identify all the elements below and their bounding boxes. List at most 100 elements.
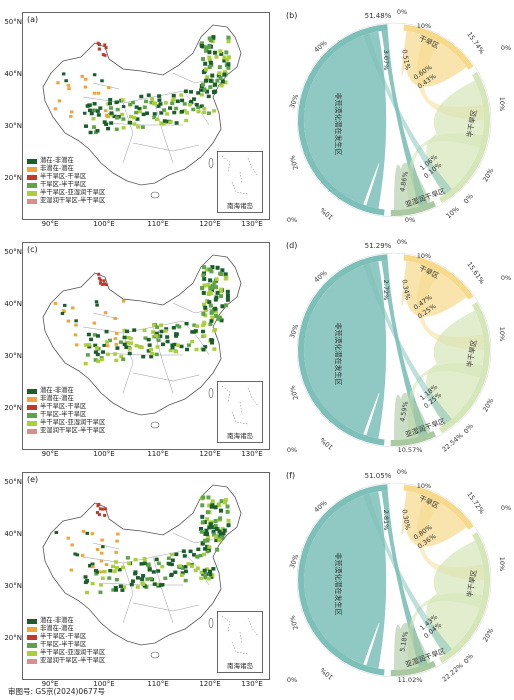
lat-tick: 50°N: [0, 248, 22, 256]
chord-bottom-left-zero: 0%: [287, 676, 297, 684]
chord-semi-pct: 20%: [481, 627, 495, 644]
legend-label: 半干旱区-干旱区: [40, 173, 86, 181]
lon-tick: 100°E: [84, 450, 124, 458]
legend-item: 潜在-非潜在: [27, 617, 105, 625]
chord-panel-label: (b): [286, 11, 297, 20]
chord-inner-left: 3.07%: [382, 50, 390, 71]
map-legend: 潜在-非潜在 非潜在-潜在 半干旱区-干旱区 干旱区-半干旱区 半干旱区-亚湿润干旱区亚…: [27, 157, 105, 205]
chord-semi-pct: 20%: [481, 167, 495, 184]
legend-swatch: [27, 635, 37, 640]
legend-item: 非潜在-潜在: [27, 395, 105, 403]
legend-label: 干旱区-半干旱区: [40, 411, 86, 419]
footer-approval-number: 审图号: GS京(2024)0677号: [8, 686, 105, 697]
lon-tick: 130°E: [232, 450, 272, 458]
lat-tick: 30°N: [0, 122, 22, 130]
legend-item: 潜在-非潜在: [27, 387, 105, 395]
map-legend: 潜在-非潜在 非潜在-潜在 半干旱区-干旱区 干旱区-半干旱区 半干旱区-亚湿润干旱区亚…: [27, 387, 105, 435]
lat-tick: 20°N: [0, 634, 22, 642]
chord-top-left-pct: 51.29%: [365, 242, 392, 250]
chord-semi-zero: 0%: [462, 192, 475, 205]
chord-arid-pct: 10%: [417, 252, 431, 260]
legend-label: 潜在-非潜在: [40, 157, 74, 165]
china-map: (e) 潜在-非潜在 非潜在-潜在 半干旱区-干旱区 干旱区-半干旱区 半干旱区-亚湿润干…: [22, 472, 270, 680]
legend-item: 亚湿润干旱区-半干旱区: [27, 657, 105, 665]
legend-item: 半干旱区-干旱区: [27, 633, 105, 641]
legend-label: 亚湿润干旱区-半干旱区: [40, 657, 105, 665]
chord-panel-label: (d): [286, 241, 297, 250]
map-panel-label: (c): [27, 245, 38, 254]
lat-tick: 40°N: [0, 300, 22, 308]
chord-left-pct: 30%: [288, 323, 300, 339]
legend-swatch: [27, 199, 37, 204]
chord-top-left-pct: 51.48%: [365, 12, 392, 20]
legend-swatch: [27, 389, 37, 394]
chord-top-right: 0%: [501, 44, 511, 52]
lon-tick: 100°E: [84, 220, 124, 228]
legend-item: 干旱区-半干旱区: [27, 181, 105, 189]
legend-item: 干旱区-半干旱区: [27, 411, 105, 419]
legend-item: 干旱区-半干旱区: [27, 641, 105, 649]
china-map: (a) 潜在-非潜在 非潜在-潜在 半干旱区-干旱区 干旱区-半干旱区 半干旱区-亚湿润干…: [22, 12, 270, 220]
lat-tick: 50°N: [0, 18, 22, 26]
chord-band-label: 非荒漠化潜在发生区: [334, 323, 343, 386]
legend-swatch: [27, 651, 37, 656]
chord-subhumid-right: 22.54%: [441, 431, 465, 453]
chord-subhumid-bottom: 0%: [405, 216, 415, 224]
chord-inner-left: 2.72%: [382, 280, 390, 301]
chord-diagram: 51.48% 0% 0% 0% 40% 30% 20% 10% 非荒漠化潜在发生区 3.07% 干旱…: [278, 4, 514, 224]
chord-top-zero: 0%: [397, 8, 407, 16]
legend-item: 潜在-非潜在: [27, 157, 105, 165]
legend-swatch: [27, 619, 37, 624]
legend-item: 半干旱区-干旱区: [27, 403, 105, 411]
chord-subhumid-bottom: 11.02%: [398, 676, 423, 684]
legend-label: 非潜在-潜在: [40, 395, 74, 403]
figure-panel-1: 50°N 40°N 30°N 20°N 90°E 100°E 110°E 120°E 130°E…: [0, 234, 514, 462]
figure-panel-2: 50°N 40°N 30°N 20°N 90°E 100°E 110°E 120°E 130°E…: [0, 464, 514, 692]
chord-top-zero: 0%: [397, 468, 407, 476]
legend-label: 半干旱区-干旱区: [40, 403, 86, 411]
chord-bottom-left-zero: 0%: [287, 446, 297, 454]
legend-swatch: [27, 627, 37, 632]
chord-arid-pct: 10%: [417, 482, 431, 490]
inset-label: 南海诸岛: [218, 430, 262, 440]
lon-tick: 110°E: [138, 680, 178, 688]
lon-tick: 120°E: [190, 220, 230, 228]
legend-swatch: [27, 183, 37, 188]
legend-label: 干旱区-半干旱区: [40, 641, 86, 649]
chord-left-pct: 20%: [288, 385, 300, 401]
chord-subhumid-right: 10%: [445, 205, 461, 220]
map-legend: 潜在-非潜在 非潜在-潜在 半干旱区-干旱区 干旱区-半干旱区 半干旱区-亚湿润干旱区亚…: [27, 617, 105, 665]
inset-label: 南海诸岛: [218, 200, 262, 210]
legend-swatch: [27, 413, 37, 418]
chord-bottom-left-zero: 0%: [287, 216, 297, 224]
chord-diagram: 51.05% 0% 0% 0% 40% 30% 20% 10% 非荒漠化潜在发生区 2.81% 干旱…: [278, 464, 514, 684]
legend-item: 半干旱区-亚湿润干旱区: [27, 189, 105, 197]
legend-item: 亚湿润干旱区-半干旱区: [27, 197, 105, 205]
south-china-sea-inset: 南海诸岛: [217, 381, 263, 443]
legend-swatch: [27, 167, 37, 172]
chord-top-right: 0%: [501, 504, 511, 512]
lon-tick: 90°E: [30, 450, 70, 458]
legend-swatch: [27, 659, 37, 664]
chord-semi-pct: 10%: [498, 327, 506, 341]
legend-item: 非潜在-潜在: [27, 165, 105, 173]
chord-left-pct: 30%: [288, 553, 300, 569]
lat-tick: 40°N: [0, 530, 22, 538]
legend-label: 亚湿润干旱区-半干旱区: [40, 197, 105, 205]
legend-swatch: [27, 159, 37, 164]
legend-label: 干旱区-半干旱区: [40, 181, 86, 189]
chord-top-right: 0%: [501, 274, 511, 282]
chord-semi-pct: 10%: [498, 97, 506, 111]
legend-label: 亚湿润干旱区-半干旱区: [40, 427, 105, 435]
chord-left-pct: 10%: [319, 206, 335, 221]
chord-subhumid-bottom: 10.57%: [398, 446, 423, 454]
legend-item: 亚湿润干旱区-半干旱区: [27, 427, 105, 435]
chord-arid-right: 15.61%: [465, 260, 486, 285]
chord-semi-pct: 10%: [498, 557, 506, 571]
legend-item: 半干旱区-亚湿润干旱区: [27, 649, 105, 657]
legend-item: 半干旱区-亚湿润干旱区: [27, 419, 105, 427]
lon-tick: 110°E: [138, 220, 178, 228]
legend-swatch: [27, 191, 37, 196]
legend-label: 非潜在-潜在: [40, 625, 74, 633]
south-china-sea-inset: 南海诸岛: [217, 151, 263, 213]
